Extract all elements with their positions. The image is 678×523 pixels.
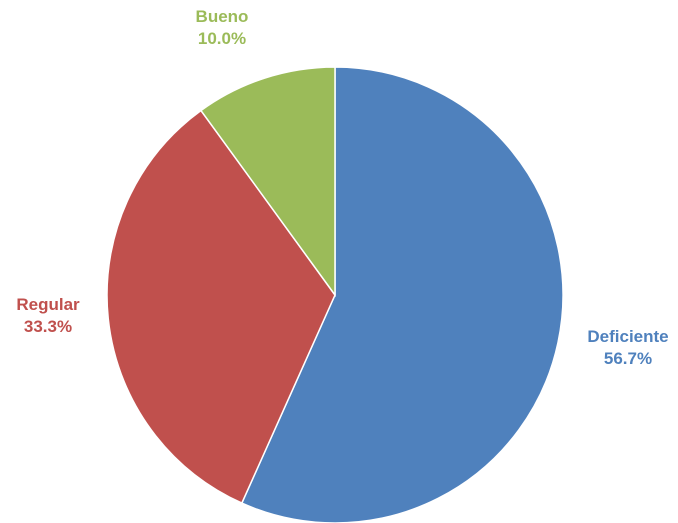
slice-label-regular: Regular 33.3% (16, 295, 80, 336)
pie-slices (106, 66, 564, 523)
slice-category-label: Bueno (196, 7, 249, 26)
pie-slice-deficiente (240, 66, 564, 523)
slice-category-label: Regular (16, 295, 80, 314)
pie-labels: Deficiente 56.7% Regular 33.3% Bueno 10.0% (16, 7, 668, 368)
slice-value-label: 56.7% (604, 349, 652, 368)
slice-category-label: Deficiente (587, 327, 668, 346)
slice-label-deficiente: Deficiente 56.7% (587, 327, 668, 368)
pie-slice-bueno (199, 66, 336, 298)
slice-value-label: 33.3% (24, 317, 72, 336)
pie-slice-regular (106, 109, 336, 505)
slice-label-bueno: Bueno 10.0% (196, 7, 249, 48)
slice-value-label: 10.0% (198, 29, 246, 48)
